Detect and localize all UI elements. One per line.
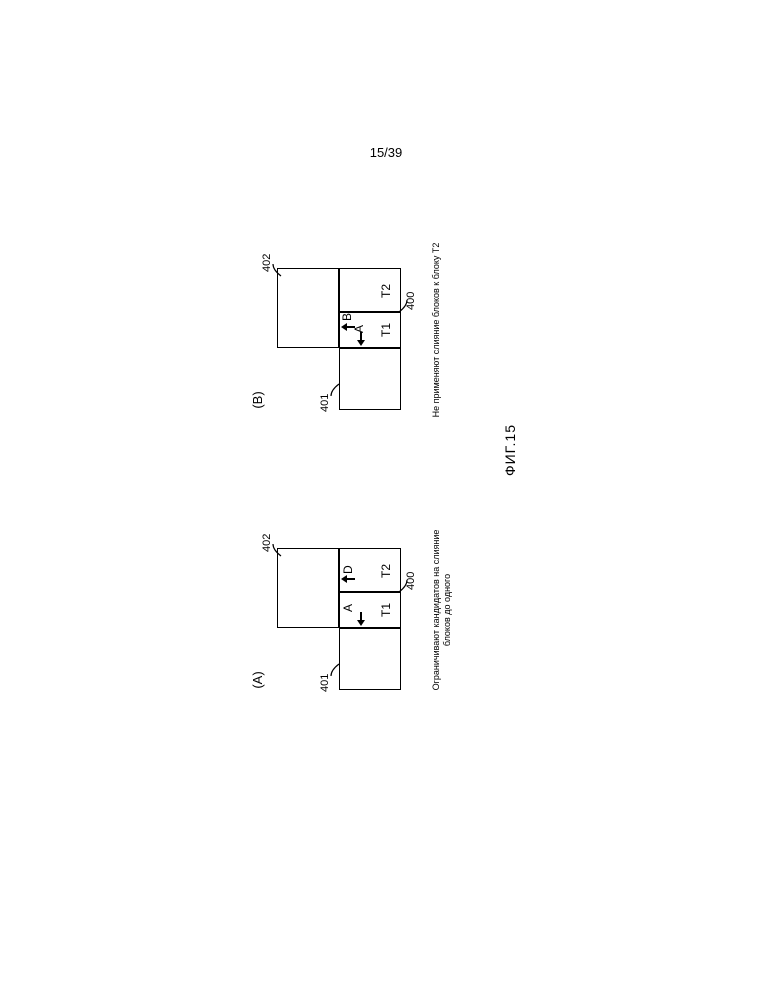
- leader-401-b: [329, 380, 341, 398]
- label-B-b: B: [340, 313, 354, 321]
- label-t1-a: T1: [379, 603, 393, 617]
- panel-b-label: (B): [250, 391, 265, 408]
- arrow-D-a: [341, 575, 355, 583]
- label-A-a: A: [341, 604, 355, 612]
- arrow-A-a: [357, 612, 365, 626]
- block-401-b: [339, 348, 401, 410]
- figure-label: ФИГ.15: [502, 200, 518, 700]
- leader-400-b: [397, 296, 409, 314]
- leader-400-a: [397, 576, 409, 594]
- label-D-a: D: [341, 565, 355, 574]
- arrow-B-b: [341, 323, 355, 331]
- label-t1-b: T1: [379, 323, 393, 337]
- panel-a-label: (A): [250, 671, 265, 688]
- leader-402-a: [271, 542, 283, 560]
- caption-b-text: Не применяют слияние блоков к блоку T2: [431, 243, 441, 418]
- diagram-b: T1 T2 A B 401 402: [277, 250, 417, 410]
- block-402-a: [277, 548, 339, 628]
- divider-t1t2-a: [339, 592, 401, 594]
- caption-a: Ограничивают кандидатов на слияние блоко…: [431, 520, 453, 700]
- block-401-a: [339, 628, 401, 690]
- leader-401-a: [329, 660, 341, 678]
- label-t2-b: T2: [379, 284, 393, 298]
- caption-a-line1: Ограничивают кандидатов на слияние: [431, 530, 441, 691]
- diagram-a: T1 T2 A D 401: [277, 530, 417, 690]
- arrow-A-b: [357, 332, 365, 346]
- caption-a-line2: блоков до одного: [442, 574, 452, 646]
- caption-b: Не применяют слияние блоков к блоку T2: [431, 230, 442, 430]
- panel-a: (A) T1 T2 A: [250, 520, 453, 700]
- panel-b: (B) T1 T2 A B: [250, 230, 442, 430]
- block-402-b: [277, 268, 339, 348]
- page-number: 15/39: [0, 145, 772, 160]
- label-t2-a: T2: [379, 564, 393, 578]
- leader-402-b: [271, 262, 283, 280]
